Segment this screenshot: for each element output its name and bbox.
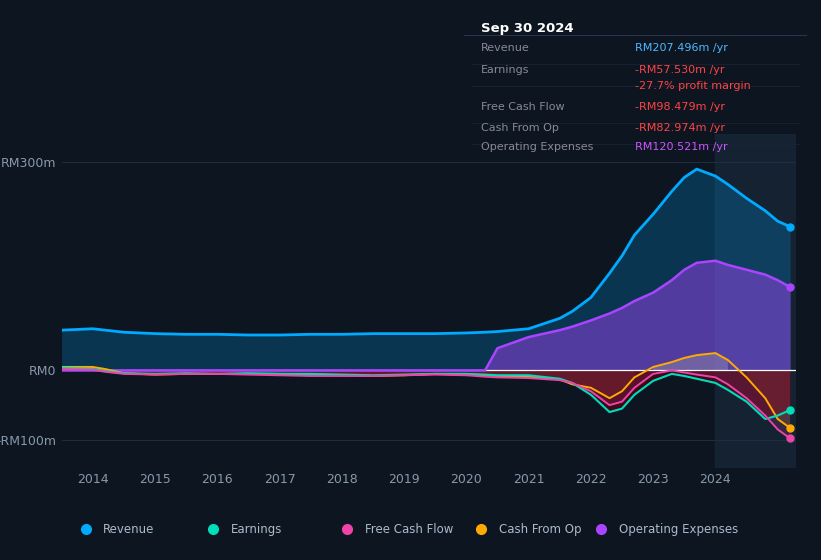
Text: Earnings: Earnings <box>481 66 530 75</box>
Text: -RM98.479m /yr: -RM98.479m /yr <box>635 102 726 112</box>
Bar <box>715 134 796 468</box>
Text: Free Cash Flow: Free Cash Flow <box>365 522 453 536</box>
Text: -RM57.530m /yr: -RM57.530m /yr <box>635 66 725 75</box>
Text: Free Cash Flow: Free Cash Flow <box>481 102 565 112</box>
Text: RM207.496m /yr: RM207.496m /yr <box>635 43 728 53</box>
Text: Cash From Op: Cash From Op <box>481 123 559 133</box>
Text: Sep 30 2024: Sep 30 2024 <box>481 22 574 35</box>
Text: Revenue: Revenue <box>103 522 154 536</box>
Text: -27.7% profit margin: -27.7% profit margin <box>635 81 751 91</box>
Text: -RM82.974m /yr: -RM82.974m /yr <box>635 123 726 133</box>
Text: Cash From Op: Cash From Op <box>499 522 581 536</box>
Text: Operating Expenses: Operating Expenses <box>481 142 594 152</box>
Text: RM120.521m /yr: RM120.521m /yr <box>635 142 728 152</box>
Text: Earnings: Earnings <box>231 522 282 536</box>
Text: Revenue: Revenue <box>481 43 530 53</box>
Text: Operating Expenses: Operating Expenses <box>619 522 738 536</box>
